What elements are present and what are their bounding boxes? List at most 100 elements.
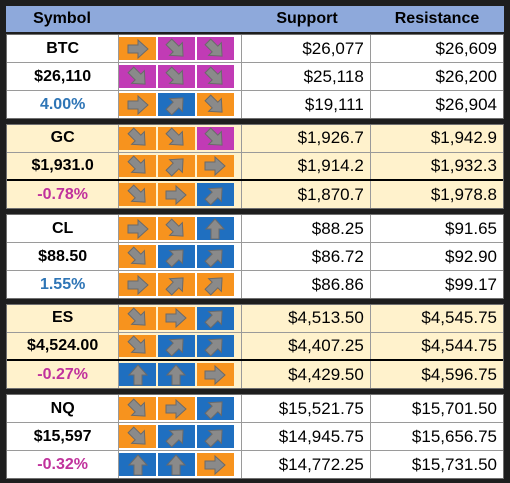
change-percent: -0.32%: [7, 451, 120, 478]
symbol-label: BTC: [7, 35, 120, 62]
table-row: NQ $15,521.75 $15,701.50: [7, 395, 503, 423]
group-cl: CL $88.25 $91.65 $88.50 $86.72 $92.90 1.55% $86…: [6, 214, 504, 299]
support-value: $25,118: [240, 63, 370, 90]
down-right-arrow-icon: [196, 127, 234, 150]
support-value: $4,407.25: [240, 332, 370, 360]
symbol-label: CL: [7, 215, 120, 242]
up-arrow-icon: [119, 453, 157, 476]
symbol-label: NQ: [7, 395, 120, 422]
down-right-arrow-icon: [196, 37, 234, 60]
down-right-arrow-icon: [158, 127, 195, 150]
resistance-value: $1,932.3: [369, 152, 503, 180]
table-row: -0.27% $4,429.50 $4,596.75: [7, 361, 503, 389]
down-right-arrow-icon: [196, 65, 234, 88]
price-label: $4,524.00: [7, 332, 120, 360]
down-right-arrow-icon: [119, 154, 157, 178]
resistance-value: $4,545.75: [369, 305, 503, 332]
up-right-arrow-icon: [196, 245, 234, 268]
resistance-value: $15,701.50: [369, 395, 503, 422]
right-arrow-icon: [196, 154, 234, 178]
support-value: $15,521.75: [240, 395, 370, 422]
down-right-arrow-icon: [196, 93, 234, 116]
right-arrow-icon: [119, 37, 157, 60]
resistance-value: $91.65: [369, 215, 503, 242]
price-label: $1,931.0: [7, 152, 120, 180]
right-arrow-icon: [158, 397, 195, 420]
resistance-value: $26,904: [369, 91, 503, 118]
support-value: $14,945.75: [240, 423, 370, 450]
up-right-arrow-icon: [196, 307, 234, 330]
support-value: $1,926.7: [240, 125, 370, 152]
header-symbol: Symbol: [33, 10, 91, 27]
support-value: $86.86: [240, 271, 370, 298]
resistance-value: $1,978.8: [369, 181, 503, 209]
right-arrow-icon: [158, 307, 195, 330]
group-es: ES $4,513.50 $4,545.75 $4,524.00 $4,407.25 $4…: [6, 304, 504, 389]
group-btc: BTC $26,077 $26,609 $26,110 $25,118 $26,200 4.…: [6, 34, 504, 119]
up-right-arrow-icon: [158, 245, 195, 268]
down-right-arrow-icon: [119, 245, 157, 268]
support-value: $1,870.7: [240, 181, 370, 209]
table-row: $88.50 $86.72 $92.90: [7, 243, 503, 271]
up-right-arrow-icon: [196, 425, 234, 448]
support-value: $26,077: [240, 35, 370, 62]
table-row: -0.78% $1,870.7 $1,978.8: [7, 181, 503, 209]
up-right-arrow-icon: [158, 273, 195, 296]
up-right-arrow-icon: [196, 183, 234, 207]
down-right-arrow-icon: [158, 65, 195, 88]
up-arrow-icon: [158, 363, 195, 387]
right-arrow-icon: [196, 363, 234, 387]
table-row: CL $88.25 $91.65: [7, 215, 503, 243]
resistance-value: $1,942.9: [369, 125, 503, 152]
change-percent: 1.55%: [7, 271, 120, 298]
up-right-arrow-icon: [158, 154, 195, 178]
resistance-value: $4,544.75: [369, 332, 503, 360]
down-right-arrow-icon: [119, 307, 157, 330]
down-right-arrow-icon: [158, 217, 195, 240]
down-right-arrow-icon: [158, 37, 195, 60]
table-row: 4.00% $19,111 $26,904: [7, 91, 503, 118]
group-nq: NQ $15,521.75 $15,701.50 $15,597 $14,945.75 $…: [6, 394, 504, 479]
table-row: $15,597 $14,945.75 $15,656.75: [7, 423, 503, 451]
resistance-value: $4,596.75: [369, 361, 503, 389]
resistance-value: $99.17: [369, 271, 503, 298]
table-row: -0.32% $14,772.25 $15,731.50: [7, 451, 503, 478]
resistance-value: $92.90: [369, 243, 503, 270]
up-right-arrow-icon: [158, 93, 195, 116]
down-right-arrow-icon: [119, 183, 157, 207]
up-right-arrow-icon: [196, 334, 234, 358]
change-percent: 4.00%: [7, 91, 120, 118]
resistance-value: $15,656.75: [369, 423, 503, 450]
down-right-arrow-icon: [119, 65, 157, 88]
support-value: $19,111: [240, 91, 370, 118]
table-row: $4,524.00 $4,407.25 $4,544.75: [7, 332, 503, 362]
resistance-value: $26,609: [369, 35, 503, 62]
table-row: 1.55% $86.86 $99.17: [7, 271, 503, 298]
change-percent: -0.27%: [7, 361, 120, 389]
down-right-arrow-icon: [119, 127, 157, 150]
symbol-label: GC: [7, 125, 120, 152]
table-row: $1,931.0 $1,914.2 $1,932.3: [7, 152, 503, 182]
right-arrow-icon: [119, 217, 157, 240]
resistance-value: $26,200: [369, 63, 503, 90]
up-right-arrow-icon: [196, 273, 234, 296]
table-row: $26,110 $25,118 $26,200: [7, 63, 503, 91]
symbol-label: ES: [7, 305, 120, 332]
up-arrow-icon: [158, 453, 195, 476]
resistance-value: $15,731.50: [369, 451, 503, 478]
down-right-arrow-icon: [119, 425, 157, 448]
price-label: $88.50: [7, 243, 120, 270]
support-value: $4,429.50: [240, 361, 370, 389]
price-label: $26,110: [7, 63, 120, 90]
up-right-arrow-icon: [158, 334, 195, 358]
up-right-arrow-icon: [158, 425, 195, 448]
support-value: $4,513.50: [240, 305, 370, 332]
table-row: GC $1,926.7 $1,942.9: [7, 125, 503, 153]
header-support: Support: [276, 10, 338, 27]
table-header: Symbol Support Resistance: [6, 6, 504, 32]
change-percent: -0.78%: [7, 181, 120, 209]
right-arrow-icon: [158, 183, 195, 207]
down-right-arrow-icon: [119, 397, 157, 420]
support-value: $14,772.25: [240, 451, 370, 478]
